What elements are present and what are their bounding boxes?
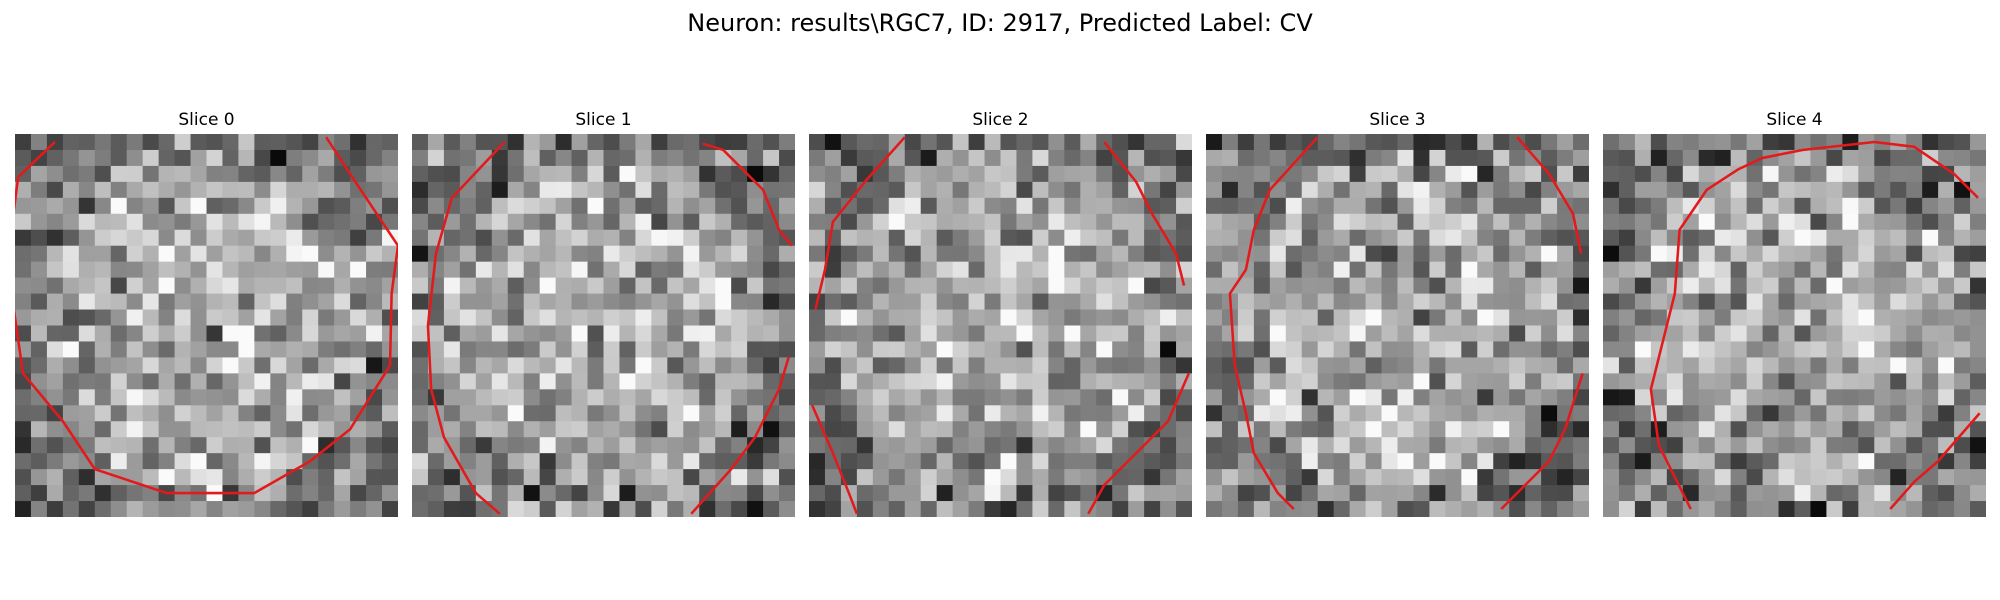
slice-title-1: Slice 1	[575, 110, 632, 130]
contour-line-3	[1087, 372, 1190, 515]
contour-line-0	[814, 136, 906, 310]
slice-image-1	[412, 134, 795, 517]
slice-title-4: Slice 4	[1766, 110, 1823, 130]
contour-line-2	[1103, 141, 1186, 286]
slice-title-3: Slice 3	[1369, 110, 1426, 130]
slice-pixels	[1206, 134, 1589, 517]
slice-pixels	[809, 134, 1192, 517]
slice-panel-0: Slice 0	[15, 108, 398, 522]
slice-pixels	[1603, 134, 1986, 517]
contour-line-0	[426, 141, 506, 515]
slice-panel-2: Slice 2	[809, 108, 1192, 522]
figure-title: Neuron: results\RGC7, ID: 2917, Predicte…	[687, 9, 1313, 37]
slice-image-0	[15, 134, 398, 517]
slice-image-3	[1206, 134, 1589, 517]
slice-panel-3: Slice 3	[1206, 108, 1589, 522]
contour-line-2	[1500, 372, 1584, 510]
slice-pixels	[15, 134, 398, 517]
slice-image-2	[809, 134, 1192, 517]
slice-pixels	[412, 134, 795, 517]
contour-line-1	[1516, 136, 1583, 254]
contour-line-1	[702, 142, 793, 247]
slice-panel-4: Slice 4	[1603, 108, 1986, 522]
contour-line-1	[811, 404, 859, 515]
contour-line-2	[690, 357, 790, 515]
slice-panel-1: Slice 1	[412, 108, 795, 522]
slice-title-0: Slice 0	[178, 110, 235, 130]
contour-line-0	[1649, 140, 1979, 510]
contour-line-0	[15, 136, 398, 495]
slice-image-4	[1603, 134, 1986, 517]
contour-line-0	[1228, 136, 1319, 510]
contour-line-1	[1889, 412, 1981, 510]
slice-title-2: Slice 2	[972, 110, 1029, 130]
